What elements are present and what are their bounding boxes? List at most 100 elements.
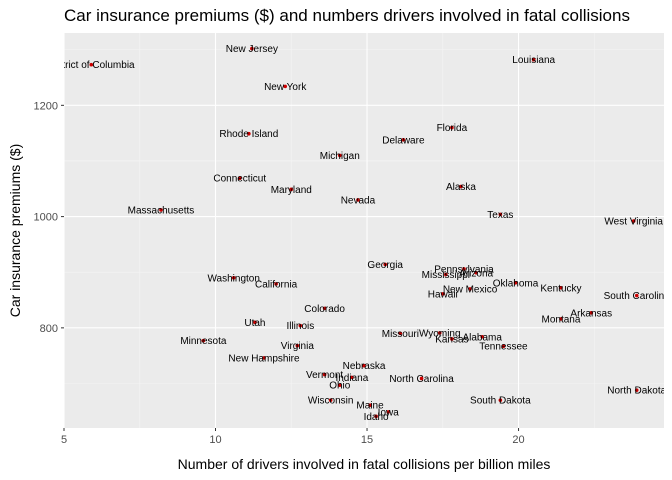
data-point	[559, 286, 563, 290]
point-label: Connecticut	[213, 174, 266, 185]
x-axis-title: Number of drivers involved in fatal coll…	[178, 456, 551, 472]
data-point	[253, 320, 257, 325]
data-point	[589, 311, 594, 315]
data-point	[231, 275, 236, 280]
point-label: Georgia	[367, 260, 403, 271]
data-point	[634, 293, 639, 298]
x-tick-label: 20	[512, 434, 524, 446]
point-label: Alaska	[446, 182, 476, 193]
data-point	[368, 403, 372, 407]
data-point	[298, 323, 303, 328]
data-point	[322, 306, 327, 311]
data-point	[237, 176, 242, 181]
y-axis: 800 1000 1200	[34, 100, 64, 335]
point-labels: District of Columbia New Jersey Louisiana N…	[64, 44, 671, 423]
point-label: Maryland	[271, 185, 312, 196]
data-point	[513, 280, 518, 285]
data-point	[262, 356, 266, 360]
point-label: Virginia	[281, 341, 315, 352]
point-label: North Dakota	[607, 386, 666, 397]
data-point	[462, 267, 466, 271]
point-label: Missouri	[382, 329, 419, 340]
data-point	[631, 219, 636, 223]
data-point	[250, 46, 254, 51]
data-point	[362, 363, 366, 368]
point-label: West Virginia	[604, 217, 663, 228]
point-label: South Carolina	[604, 291, 671, 302]
chart-title: Car insurance premiums ($) and numbers d…	[64, 6, 630, 25]
point-label: Colorado	[304, 304, 345, 315]
point-label: Arkansas	[570, 308, 612, 319]
point-label: Delaware	[382, 135, 425, 146]
data-point	[501, 344, 506, 349]
grid-lines	[63, 33, 664, 428]
data-point	[498, 398, 503, 402]
point-label: Iowa	[378, 407, 400, 418]
data-point	[559, 317, 563, 321]
plot-panel	[64, 33, 664, 428]
data-point	[337, 153, 342, 158]
point-label: Kansas	[435, 334, 468, 345]
point-label: North Carolina	[389, 374, 454, 385]
point-label: Texas	[487, 210, 513, 221]
data-point	[531, 57, 536, 62]
data-points	[89, 46, 639, 419]
point-label: Kentucky	[540, 283, 581, 294]
data-point	[356, 198, 360, 202]
data-point	[437, 331, 442, 335]
x-axis: 5 10 15 20	[61, 428, 525, 446]
point-label: California	[255, 279, 298, 290]
point-label: Vermont	[306, 370, 343, 381]
y-axis-title: Car insurance premiums ($)	[7, 144, 23, 318]
y-tick-label: 1200	[34, 100, 58, 112]
data-point	[350, 375, 354, 380]
data-point	[401, 138, 406, 142]
data-point	[247, 131, 251, 136]
data-point	[283, 84, 288, 89]
x-tick-label: 15	[361, 434, 373, 446]
point-label: Alabama	[462, 332, 502, 343]
point-label: New Mexico	[443, 284, 498, 295]
y-tick-label: 1000	[34, 212, 58, 224]
data-point	[383, 262, 388, 267]
data-point	[634, 388, 639, 392]
data-point	[289, 187, 294, 192]
data-point	[450, 125, 454, 130]
point-label: Pennsylvania	[434, 264, 494, 275]
point-label: Wyoming	[419, 328, 461, 339]
y-tick-label: 800	[40, 323, 58, 335]
data-point	[498, 212, 503, 217]
point-label: Rhode Island	[219, 129, 278, 140]
point-label: Florida	[437, 123, 468, 134]
point-label: Washington	[207, 273, 259, 284]
point-label: New Hampshire	[228, 353, 300, 364]
data-point	[450, 337, 454, 341]
data-point	[374, 414, 378, 419]
point-label: Oklahoma	[493, 278, 539, 289]
point-label: Indiana	[335, 373, 368, 384]
data-point	[444, 272, 448, 277]
point-label: Massachusetts	[128, 205, 195, 216]
point-label: Montana	[542, 314, 581, 325]
point-label: Minnesota	[180, 336, 227, 347]
point-label: South Dakota	[470, 396, 531, 407]
point-label: Arizona	[459, 268, 493, 279]
point-label: Maine	[356, 401, 384, 412]
data-point	[328, 398, 333, 402]
point-label: Michigan	[320, 151, 360, 162]
data-point	[419, 376, 424, 381]
point-label: Ohio	[329, 381, 351, 392]
data-point	[274, 282, 278, 286]
data-point	[322, 372, 327, 377]
point-label: Idaho	[364, 412, 389, 423]
data-point	[468, 287, 472, 291]
point-label: Nevada	[341, 195, 376, 206]
data-point	[440, 292, 445, 296]
data-point	[295, 343, 300, 348]
data-point	[398, 331, 403, 336]
data-point	[386, 410, 391, 414]
point-label: New York	[264, 82, 307, 93]
data-point	[459, 184, 463, 189]
point-label: Wisconsin	[308, 396, 354, 407]
